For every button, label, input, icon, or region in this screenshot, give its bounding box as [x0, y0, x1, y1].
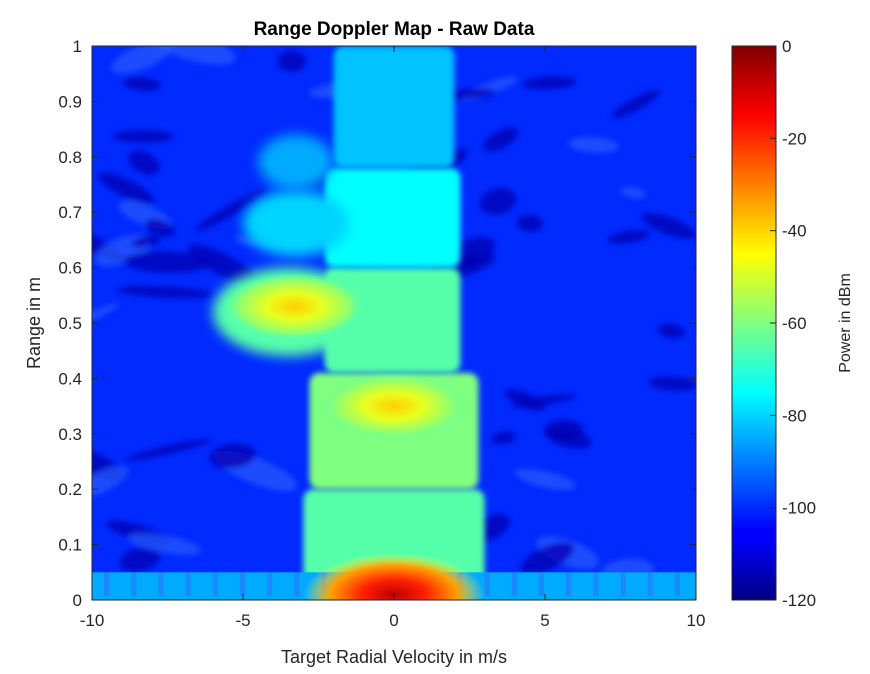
near-range-notch — [158, 572, 164, 596]
noise-streak — [516, 214, 543, 232]
noise-streak — [543, 419, 583, 441]
noise-streak — [112, 130, 174, 143]
near-range-notch — [240, 572, 245, 596]
y-tick-label: 0.9 — [58, 92, 82, 111]
colorbar-tick-label: -20 — [782, 129, 807, 148]
noise-streak — [611, 90, 661, 119]
y-axis-ticks: 0 0.1 0.2 0.3 0.4 0.5 0.6 0.7 0.8 0.9 1 — [58, 37, 696, 610]
noise-streak — [648, 376, 696, 391]
noise-streak — [483, 127, 519, 152]
noise-streak — [116, 285, 214, 299]
near-range-notch — [294, 572, 300, 596]
near-range-notch — [212, 572, 218, 596]
x-tick-label: 5 — [540, 611, 549, 630]
near-range-notch — [538, 572, 544, 596]
x-tick-label: 0 — [389, 611, 398, 630]
noise-streak — [119, 546, 161, 573]
near-range-notch — [566, 572, 572, 596]
noise-streak — [128, 150, 160, 175]
noise-streak — [187, 244, 257, 284]
near-range-notch — [131, 572, 137, 596]
noise-streak — [491, 431, 517, 445]
x-tick-label: -5 — [235, 611, 250, 630]
peak-6 — [224, 273, 364, 340]
noise-streak — [568, 136, 619, 153]
noise-streak — [131, 235, 161, 248]
x-tick-label: -10 — [80, 611, 105, 630]
colorbar: 0 -20 -40 -60 -80 -100 -120 Power in dBm — [731, 37, 854, 610]
noise-streak — [641, 213, 696, 239]
signal-blob-9 — [243, 190, 349, 257]
noise-streak — [125, 438, 213, 461]
near-range-notch — [620, 572, 626, 596]
y-axis-label: Range in m — [24, 277, 44, 369]
signal-blob-10 — [258, 134, 334, 191]
near-range-notch — [267, 572, 273, 596]
signal-column-3 — [324, 167, 461, 268]
noise-streak — [209, 443, 257, 469]
near-range-notch — [511, 572, 517, 596]
noise-streak — [620, 186, 647, 199]
noise-streak — [479, 188, 516, 215]
noise-streak — [123, 76, 162, 91]
colorbar-tick-label: -120 — [782, 591, 816, 610]
noise-streak — [144, 218, 176, 237]
y-tick-label: 0 — [73, 591, 82, 610]
noise-streak — [520, 541, 575, 575]
x-tick-label: 10 — [687, 611, 706, 630]
colorbar-tick-label: -100 — [782, 499, 816, 518]
noise-streak — [92, 466, 129, 497]
y-tick-label: 0.7 — [58, 203, 82, 222]
noise-streak — [128, 533, 202, 555]
colorbar-tick-label: -60 — [782, 314, 807, 333]
y-tick-label: 0.1 — [58, 536, 82, 555]
colorbar-gradient — [731, 45, 777, 601]
noise-streak — [522, 76, 577, 90]
near-range-notch — [674, 572, 680, 596]
noise-streak — [450, 236, 496, 266]
noise-streak — [98, 172, 155, 205]
near-range-notch — [104, 572, 110, 596]
noise-streak — [123, 251, 211, 273]
colorbar-tick-label: -80 — [782, 406, 807, 425]
colorbar-tick-label: -40 — [782, 222, 807, 241]
noise-streak — [110, 46, 172, 74]
noise-streak — [504, 389, 546, 412]
y-tick-label: 0.5 — [58, 314, 82, 333]
near-range-notch — [484, 572, 490, 596]
near-range-notch — [647, 572, 653, 596]
y-tick-label: 0.6 — [58, 259, 82, 278]
near-range-notch — [185, 572, 191, 596]
colorbar-ticks: 0 -20 -40 -60 -80 -100 -120 — [770, 37, 816, 610]
near-range-notch — [593, 572, 599, 596]
y-tick-label: 0.8 — [58, 148, 82, 167]
noise-streak — [277, 50, 306, 72]
y-tick-label: 0.2 — [58, 480, 82, 499]
colorbar-tick-label: 0 — [782, 37, 791, 56]
y-tick-label: 1 — [73, 37, 82, 56]
noise-streak — [441, 88, 497, 100]
chart-title: Range Doppler Map - Raw Data — [254, 19, 535, 40]
noise-streak — [515, 468, 576, 491]
colorbar-label: Power in dBm — [837, 273, 854, 373]
noise-streak — [658, 323, 685, 339]
peak-7 — [321, 372, 467, 440]
y-tick-label: 0.4 — [58, 369, 82, 388]
noise-streak — [607, 229, 650, 244]
noise-streak — [194, 188, 268, 232]
peak-zero-range — [303, 552, 485, 600]
y-tick-label: 0.3 — [58, 425, 82, 444]
x-axis-label: Target Radial Velocity in m/s — [281, 647, 507, 667]
plot-area — [92, 46, 696, 600]
signal-column-4 — [333, 46, 455, 168]
noise-streak — [150, 46, 236, 65]
x-axis-ticks: -10 -5 0 5 10 — [80, 46, 706, 630]
signal-features — [92, 46, 696, 600]
